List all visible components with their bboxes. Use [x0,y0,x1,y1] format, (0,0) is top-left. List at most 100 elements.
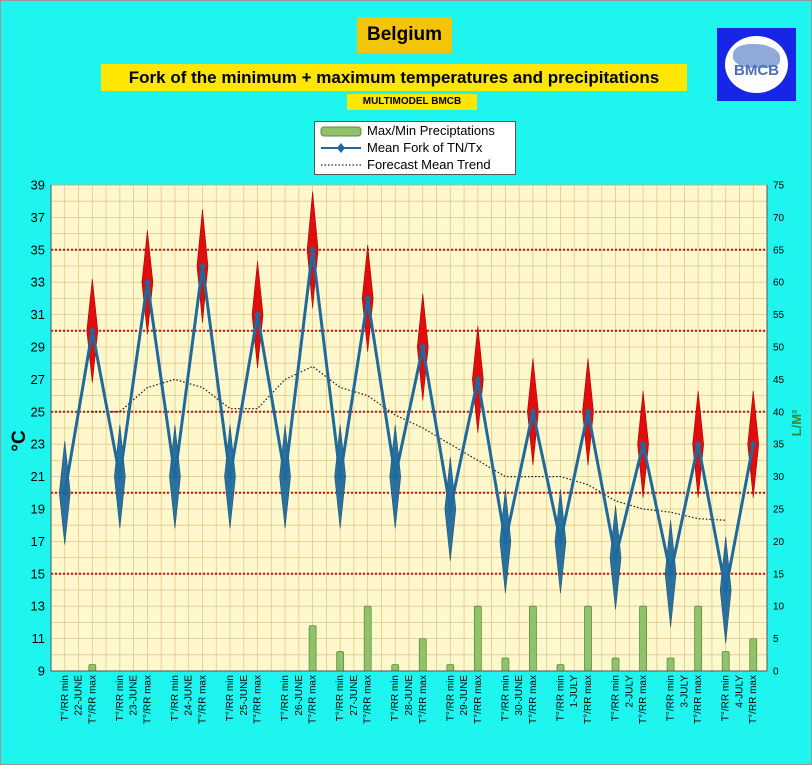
x-tick-label: T°/RR min [445,675,456,721]
mean-fork-point [309,246,317,254]
x-tick-label: T°/RR min [500,675,511,721]
legend-label-mean-fork: Mean Fork of TN/Tx [367,140,483,155]
y-tick-label: 9 [38,664,45,679]
x-tick-label: T°/RR max [638,675,649,724]
x-tick-label: T°/RR max [748,675,759,724]
precip-bar [363,605,372,672]
x-date-label: 23-JUNE [129,675,140,716]
temperature-line [61,246,757,594]
belgium-map-icon [733,44,780,68]
precip-bar [639,605,647,672]
x-tick-label: T°/RR min [280,675,291,721]
y-tick-label: 27 [31,372,45,387]
x-tick-label: T°/RR min [335,675,346,721]
precip-bar [611,657,620,672]
precip-bar [556,664,565,672]
mean-fork-point [694,440,702,448]
y-tick-label: 21 [31,469,45,484]
y-tick-label: 39 [31,178,45,193]
y2-tick-label: 75 [773,181,785,192]
mean-fork-point [254,311,262,319]
x-date-label: 30-JUNE [514,675,525,716]
y2-tick-label: 45 [773,375,785,386]
y2-tick-labels: 0 5 10 15 20 25 30 35 40 45 50 55 60 65 70 75 [773,181,785,678]
bmcb-logo: BMCB [717,28,796,101]
y2-tick-label: 5 [773,634,779,645]
country-title: Belgium [357,17,452,53]
y-axis-title: °C [9,430,30,452]
x-tick-label: T°/RR min [611,675,622,721]
mean-fork-point [364,294,372,302]
dotted-line-icon [321,164,361,166]
x-date-label: 27-JUNE [349,675,360,716]
precip-bar [88,664,97,672]
x-date-label: 22-JUNE [74,675,85,716]
axes [50,185,768,672]
legend: Max/Min Preciptations Mean Fork of TN/Tx… [314,121,516,175]
y2-tick-label: 65 [773,245,785,256]
x-tick-label: T°/RR max [473,675,484,724]
mean-fork-point [474,375,482,383]
y-tick-label: 17 [31,534,45,549]
model-label: MULTIMODEL BMCB [347,94,477,110]
precip-bar [529,605,537,672]
x-tick-labels: T°/RR min T°/RR max T°/RR min T°/RR max T°/R… [60,675,759,724]
mean-fork-point [667,570,675,578]
precip-bar [336,651,345,672]
legend-item-mean-fork: Mean Fork of TN/Tx [315,140,515,156]
y-tick-label: 25 [31,404,45,419]
x-date-label: 29-JUNE [459,675,470,716]
y-tick-labels: 9 11 13 15 17 19 21 23 25 27 29 31 33 35 37 39 [31,178,45,679]
logo-disc: BMCB [725,36,788,93]
y2-tick-label: 60 [773,278,785,289]
mean-fork-point [529,408,537,416]
mean-fork-point [61,489,69,497]
x-date-label: 3-JULY [679,675,690,708]
y-tick-label: 35 [31,242,45,257]
x-tick-label: T°/RR min [721,675,732,721]
precip-bar [584,605,592,672]
y-tick-label: 31 [31,307,45,322]
mean-fork-point [639,440,647,448]
x-tick-label: T°/RR max [693,675,704,724]
precip-bar [501,657,510,672]
mean-fork-point [226,473,234,481]
y2-tick-label: 25 [773,505,785,516]
x-date-label: 26-JUNE [294,675,305,716]
x-tick-label: T°/RR min [170,675,181,721]
mean-fork-point [198,262,206,270]
y-tick-label: 37 [31,210,45,225]
y-tick-label: 19 [31,502,45,517]
mean-fork-point [171,473,179,481]
x-tick-label: T°/RR max [198,675,209,724]
logo-text: BMCB [734,62,779,79]
x-tick-label: T°/RR min [225,675,236,721]
x-tick-label: T°/RR max [363,675,374,724]
x-date-label: 25-JUNE [239,675,250,716]
x-date-label: 2-JULY [624,675,635,708]
x-tick-label: T°/RR min [666,675,677,721]
x-tick-label: T°/RR min [390,675,401,721]
y2-tick-label: 40 [773,407,785,418]
y2-axis-title: L/M² [789,409,804,436]
y-tick-label: 33 [31,275,45,290]
y2-tick-label: 35 [773,440,785,451]
precip-bar [418,638,427,672]
mean-fork-point [143,278,151,286]
mean-fork-point [116,473,124,481]
x-tick-label: T°/RR min [556,675,567,721]
mean-fork-point [391,473,399,481]
legend-label-trend: Forecast Mean Trend [367,157,491,172]
mean-fork-point [446,505,454,513]
precip-bar [721,651,730,672]
precip-bar-icon [320,126,362,137]
legend-item-precip: Max/Min Preciptations [315,123,515,139]
x-date-label: 1-JULY [569,675,580,708]
y-tick-label: 29 [31,340,45,355]
y2-tick-label: 15 [773,569,785,580]
x-date-label: 24-JUNE [184,675,195,716]
mean-fork-point [749,440,757,448]
line-diamond-icon [321,143,361,153]
